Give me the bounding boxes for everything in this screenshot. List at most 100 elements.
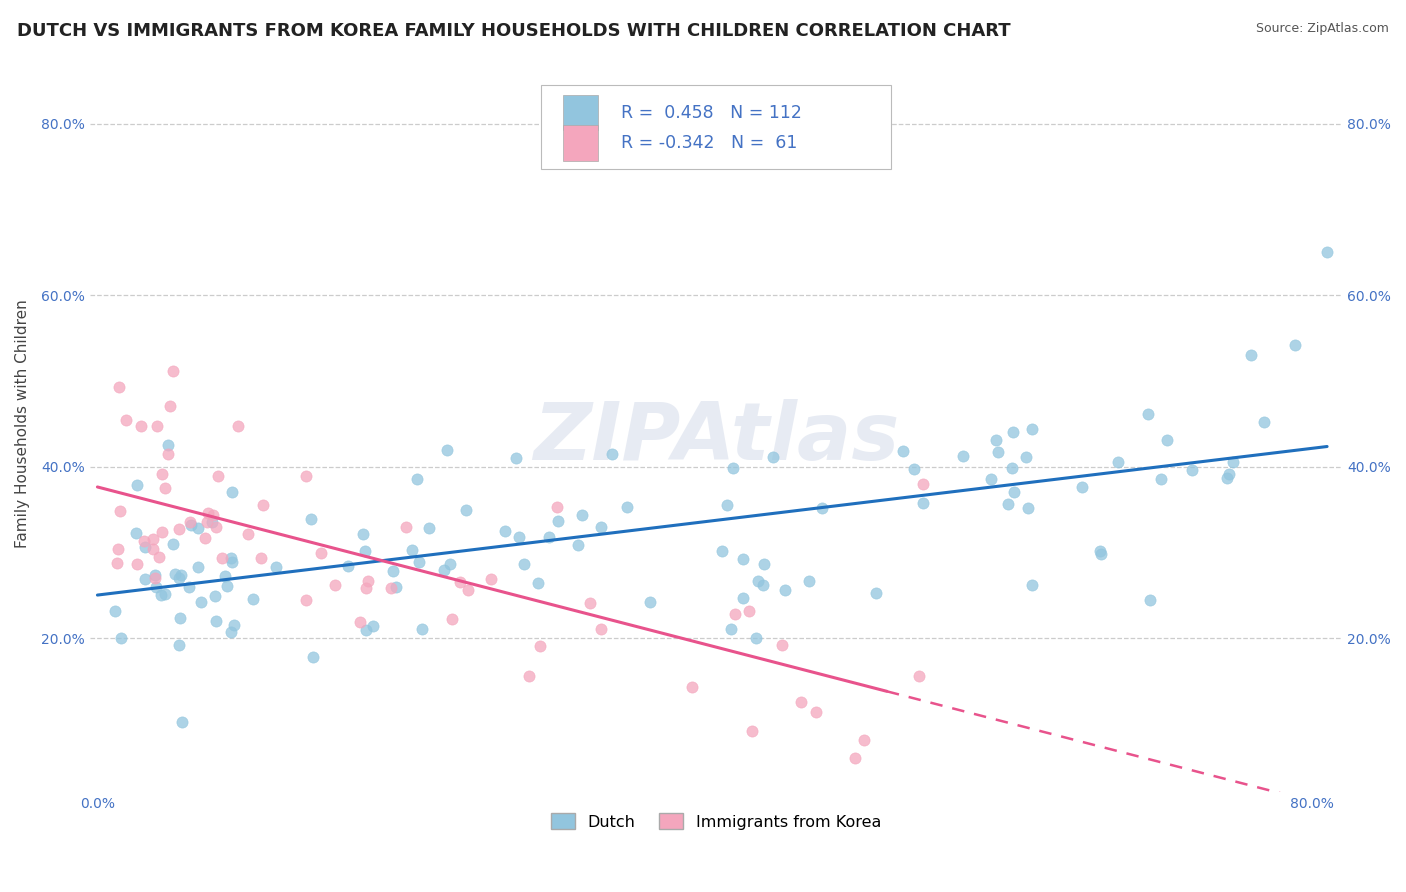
Point xyxy=(150,588,173,602)
Point xyxy=(517,669,540,683)
Point xyxy=(1002,484,1025,499)
Point xyxy=(773,582,796,597)
Point xyxy=(110,631,132,645)
Point xyxy=(107,542,129,557)
Point xyxy=(211,550,233,565)
Point xyxy=(450,574,472,589)
Point xyxy=(150,524,173,539)
Point xyxy=(170,714,193,729)
Point xyxy=(911,495,934,509)
Point xyxy=(508,530,530,544)
Text: Source: ZipAtlas.com: Source: ZipAtlas.com xyxy=(1256,22,1389,36)
Point xyxy=(1090,547,1112,561)
Point xyxy=(1015,450,1038,465)
Point xyxy=(997,497,1019,511)
Point xyxy=(752,578,775,592)
Point xyxy=(401,543,423,558)
Point xyxy=(1002,425,1025,439)
Y-axis label: Family Households with Children: Family Households with Children xyxy=(15,300,30,548)
Point xyxy=(157,447,180,461)
Point xyxy=(145,571,167,585)
Point xyxy=(204,614,226,628)
FancyBboxPatch shape xyxy=(541,85,891,169)
Point xyxy=(195,515,218,529)
Point xyxy=(479,572,502,586)
Point xyxy=(723,461,745,475)
Point xyxy=(1181,463,1204,477)
Point xyxy=(1156,433,1178,447)
Point xyxy=(134,533,156,548)
Point xyxy=(356,623,378,637)
Point xyxy=(124,525,146,540)
Point xyxy=(105,557,128,571)
Point xyxy=(716,498,738,512)
Point xyxy=(354,581,377,595)
Point xyxy=(638,594,661,608)
Point xyxy=(418,520,440,534)
Point xyxy=(127,557,149,571)
Point xyxy=(264,560,287,574)
Point xyxy=(1253,416,1275,430)
Point xyxy=(505,451,527,466)
Point xyxy=(733,552,755,566)
Point xyxy=(512,558,534,572)
Point xyxy=(903,462,925,476)
Point xyxy=(908,669,931,683)
Point xyxy=(162,537,184,551)
Point xyxy=(891,443,914,458)
Point xyxy=(134,573,156,587)
Point xyxy=(1136,407,1159,421)
Point xyxy=(219,625,242,640)
Point xyxy=(439,558,461,572)
Point xyxy=(1218,467,1240,481)
Point xyxy=(148,549,170,564)
Point xyxy=(153,586,176,600)
Point xyxy=(1216,471,1239,485)
Point xyxy=(294,468,316,483)
Point xyxy=(214,569,236,583)
Point xyxy=(250,550,273,565)
Point xyxy=(547,515,569,529)
Point xyxy=(349,615,371,629)
Point xyxy=(194,531,217,545)
Point xyxy=(145,580,167,594)
Point xyxy=(162,363,184,377)
Point xyxy=(221,485,243,500)
Text: R =  0.458   N = 112: R = 0.458 N = 112 xyxy=(621,103,801,121)
Point xyxy=(107,380,129,394)
Point xyxy=(169,638,191,652)
Point xyxy=(104,604,127,618)
Point xyxy=(440,612,463,626)
Point xyxy=(1021,577,1043,591)
Point xyxy=(537,530,560,544)
Point xyxy=(219,550,242,565)
Point xyxy=(1001,460,1024,475)
Point xyxy=(529,639,551,653)
Point xyxy=(187,521,209,535)
FancyBboxPatch shape xyxy=(564,95,599,130)
Point xyxy=(1240,348,1263,362)
Point xyxy=(810,500,832,515)
Point xyxy=(157,437,180,451)
Point xyxy=(385,580,408,594)
Point xyxy=(299,512,322,526)
Point xyxy=(361,619,384,633)
Point xyxy=(242,592,264,607)
Point xyxy=(150,467,173,481)
Point xyxy=(567,538,589,552)
Point xyxy=(337,559,360,574)
Point xyxy=(252,498,274,512)
Point xyxy=(1222,455,1244,469)
Point xyxy=(215,579,238,593)
Point xyxy=(987,445,1010,459)
Point xyxy=(114,413,136,427)
Point xyxy=(170,568,193,582)
Point xyxy=(131,419,153,434)
FancyBboxPatch shape xyxy=(564,125,599,161)
Point xyxy=(591,519,613,533)
Point xyxy=(301,650,323,665)
Point xyxy=(202,508,225,522)
Point xyxy=(952,449,974,463)
Point xyxy=(747,574,769,588)
Point xyxy=(169,611,191,625)
